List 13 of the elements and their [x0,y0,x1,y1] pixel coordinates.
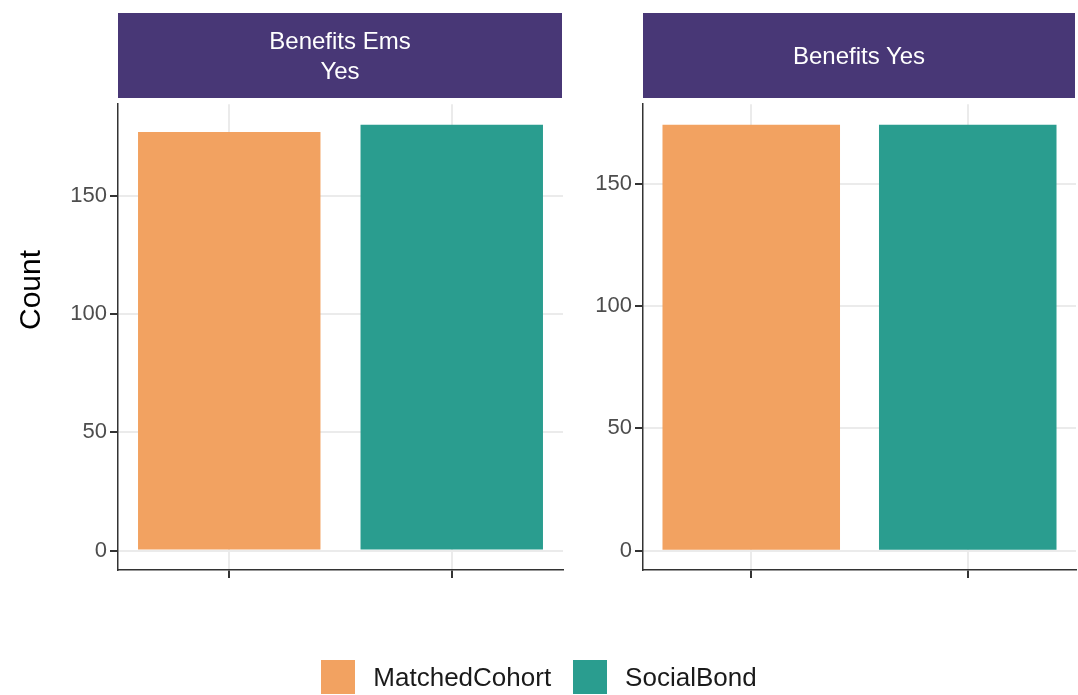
y-axis-title: Count [13,248,47,333]
chart-title: Benefits Yes [643,13,1075,98]
y-tick-label: 100 [70,300,107,326]
y-tick-label: 50 [607,414,632,440]
legend-label: MatchedCohort [373,661,552,693]
y-tick-label: 0 [94,536,107,562]
legend-label: SocialBond [625,661,757,693]
y-tick-label: 150 [595,169,632,195]
y-tick-label: 0 [619,536,632,562]
y-tick-label: 50 [82,418,107,444]
y-tick-label: 150 [70,181,107,207]
chart-title: Benefits Ems Yes [118,13,562,98]
y-tick-label: 100 [595,291,632,317]
